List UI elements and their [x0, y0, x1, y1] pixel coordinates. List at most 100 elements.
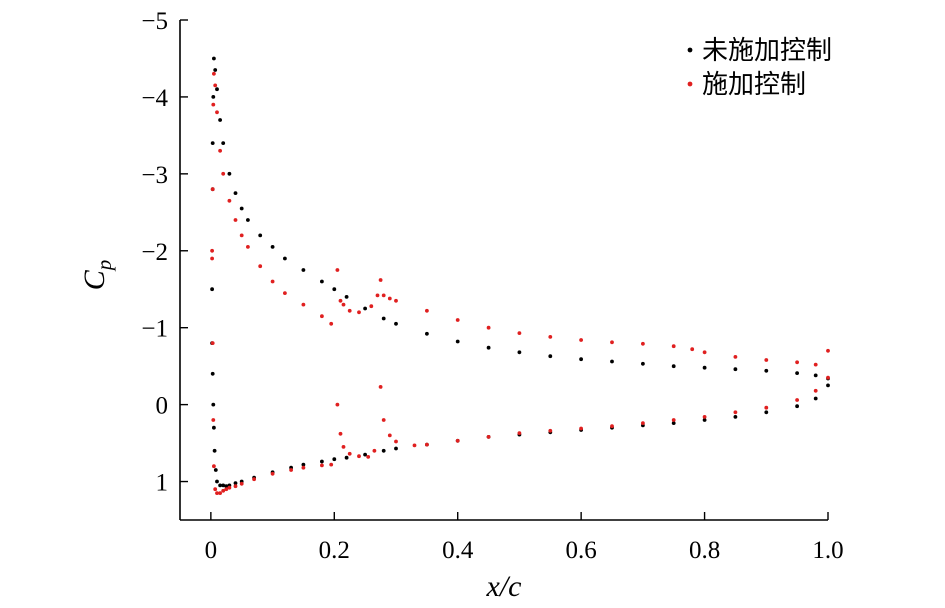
data-point — [213, 83, 218, 88]
legend-marker-controlled — [687, 81, 693, 87]
data-point — [548, 354, 553, 359]
data-point — [215, 479, 219, 484]
data-point — [252, 477, 256, 482]
data-point — [813, 373, 818, 378]
data-point — [344, 295, 349, 299]
data-point — [341, 445, 346, 449]
data-point — [218, 118, 223, 122]
data-point — [671, 421, 676, 425]
data-point — [813, 396, 818, 401]
data-point — [486, 325, 491, 330]
data-point — [455, 339, 460, 344]
data-point — [301, 268, 306, 272]
data-point — [641, 341, 645, 346]
data-point — [813, 388, 818, 393]
data-point — [227, 485, 232, 490]
data-point — [548, 428, 553, 433]
data-point — [218, 483, 223, 488]
data-point — [381, 316, 386, 321]
data-point — [579, 426, 583, 431]
x-tick-label: 0.2 — [319, 537, 350, 564]
x-tick-label: 0.4 — [442, 537, 474, 564]
y-tick-label: −1 — [141, 316, 168, 343]
data-point — [233, 484, 238, 489]
x-axis-title: x/c — [486, 570, 522, 603]
y-axis-title-sub: p — [92, 260, 116, 273]
data-point — [211, 95, 216, 99]
data-point — [671, 344, 676, 349]
data-point — [733, 367, 738, 372]
data-point — [795, 398, 799, 402]
data-point — [347, 451, 352, 456]
data-point — [218, 491, 223, 495]
data-point — [378, 278, 383, 282]
data-point — [258, 233, 263, 238]
legend-label-uncontrolled: 未施加控制 — [702, 36, 832, 66]
data-point — [702, 365, 707, 370]
data-point — [210, 371, 215, 376]
data-point — [215, 110, 219, 115]
data-point — [381, 293, 386, 298]
data-point — [227, 198, 232, 203]
data-point — [381, 418, 386, 422]
legend: 未施加控制 施加控制 — [687, 36, 832, 100]
legend-marker-uncontrolled — [687, 47, 693, 53]
data-point — [733, 415, 738, 419]
data-point — [329, 462, 334, 467]
y-tick-label: −3 — [141, 162, 168, 189]
data-point — [213, 487, 218, 492]
data-point — [332, 287, 337, 292]
y-tick-label: 1 — [156, 470, 169, 497]
data-point — [671, 418, 676, 422]
y-tick-label: −4 — [141, 85, 168, 112]
data-point — [425, 331, 429, 336]
data-point — [372, 448, 377, 453]
data-point — [702, 418, 707, 422]
series-layer — [210, 56, 830, 495]
data-point — [425, 308, 429, 313]
data-point — [610, 359, 614, 364]
data-point — [610, 340, 614, 345]
y-tick-label: −5 — [141, 8, 168, 35]
data-point — [210, 141, 215, 146]
data-point — [579, 357, 583, 362]
data-point — [387, 296, 392, 301]
data-point — [671, 364, 676, 369]
data-point — [764, 368, 769, 373]
x-tick-label: 0 — [205, 537, 218, 564]
plot-area — [179, 20, 828, 521]
data-point — [301, 462, 306, 467]
data-point — [212, 425, 216, 430]
data-point — [795, 360, 799, 365]
data-point — [455, 318, 460, 322]
data-point — [210, 256, 215, 261]
data-point — [375, 293, 380, 298]
data-point — [341, 302, 346, 307]
data-point — [338, 431, 343, 436]
data-point — [221, 171, 226, 176]
data-point — [233, 218, 238, 222]
data-point — [221, 141, 226, 146]
x-tick-label: 0.6 — [566, 537, 597, 564]
data-point — [212, 448, 217, 453]
data-point — [213, 68, 218, 72]
data-point — [690, 347, 695, 352]
data-point — [210, 287, 215, 292]
x-tick-label: 1.0 — [812, 537, 843, 564]
data-point — [366, 455, 371, 459]
y-tick-label: 0 — [156, 393, 169, 420]
data-point — [381, 448, 386, 453]
data-point — [486, 345, 491, 350]
series-uncontrolled — [210, 56, 830, 489]
data-point — [283, 291, 287, 295]
y-axis-title: Cp — [78, 260, 116, 291]
data-point — [211, 402, 216, 407]
data-point — [212, 56, 216, 61]
data-point — [224, 484, 229, 489]
data-point — [211, 418, 216, 422]
data-point — [233, 191, 238, 196]
series-controlled — [210, 71, 830, 495]
y-tick-label: −2 — [141, 239, 168, 266]
data-point — [320, 463, 324, 468]
data-point — [215, 491, 219, 495]
